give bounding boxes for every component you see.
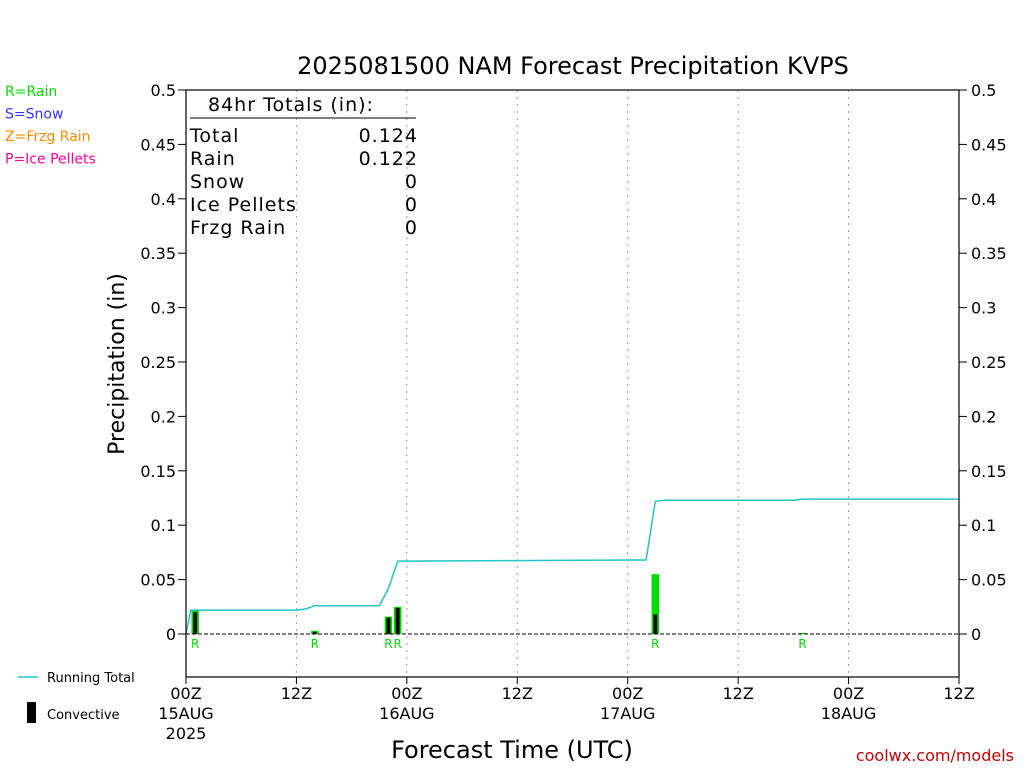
convective-bar: [653, 614, 658, 634]
x-tick-label: 12Z: [281, 684, 312, 703]
chart-title: 2025081500 NAM Forecast Precipitation KV…: [297, 52, 849, 80]
convective-bar: [193, 612, 198, 634]
precip-bar: [651, 574, 660, 634]
y-tick-label-right: 0.15: [971, 462, 1007, 481]
y-tick-label-right: 0.5: [971, 81, 996, 100]
totals-row-value: 0: [405, 217, 418, 239]
y-tick-label-right: 0.2: [971, 407, 996, 426]
totals-row-value: 0: [405, 194, 418, 216]
precip-type-legend-item: S=Snow: [5, 107, 63, 123]
y-tick-label-right: 0.35: [971, 244, 1007, 263]
x-tick-label: 12Z: [502, 684, 533, 703]
y-tick-label-left: 0.45: [140, 135, 176, 154]
totals-row-label: Frzg Rain: [190, 217, 286, 239]
totals-row-label: Total: [189, 125, 239, 147]
grid-lines: [295, 90, 850, 677]
y-tick-label-left: 0.5: [151, 81, 176, 100]
totals-row-label: Rain: [190, 148, 236, 170]
totals-row-label: Ice Pellets: [190, 194, 297, 216]
x-tick-label: 12Z: [722, 684, 753, 703]
x-tick-label: 00Z: [833, 684, 864, 703]
credit-text: coolwx.com/models: [856, 746, 1014, 765]
y-tick-label-left: 0.2: [151, 407, 176, 426]
running-total-legend-label: Running Total: [47, 671, 135, 686]
y-tick-label-left: 0.15: [140, 462, 176, 481]
y-tick-label-right: 0.05: [971, 571, 1007, 590]
precip-type-legend-item: R=Rain: [5, 84, 57, 100]
y-tick-label-left: 0: [166, 625, 176, 644]
x-tick-label: 00Z: [391, 684, 422, 703]
precip-type-label: R: [651, 637, 659, 651]
y-tick-label-left: 0.4: [151, 190, 176, 209]
y-tick-label-left: 0.1: [151, 516, 176, 535]
y-tick-label-right: 0.4: [971, 190, 996, 209]
totals-row-value: 0.122: [359, 148, 418, 170]
x-axis-label: Forecast Time (UTC): [391, 736, 633, 764]
x-tick-year: 2025: [166, 724, 207, 743]
y-tick-label-right: 0.1: [971, 516, 996, 535]
precip-type-legend: R=Rain S=Snow Z=Frzg Rain P=Ice Pellets: [5, 84, 96, 168]
y-tick-label-left: 0.35: [140, 244, 176, 263]
precip-type-label: R: [393, 637, 401, 651]
precip-type-label: R: [798, 637, 806, 651]
totals-header: 84hr Totals (in):: [208, 94, 374, 116]
precip-type-label: R: [191, 637, 199, 651]
precip-type-label: R: [384, 637, 392, 651]
convective-bar: [312, 631, 317, 634]
x-tick-date: 16AUG: [379, 704, 434, 723]
totals-row-value: 0.124: [359, 125, 418, 147]
y-tick-label-left: 0.25: [140, 353, 176, 372]
totals-box: 84hr Totals (in): Total 0.124 Rain 0.122 Snow…: [189, 94, 418, 239]
totals-row-value: 0: [405, 171, 418, 193]
y-tick-label-left: 0.05: [140, 571, 176, 590]
y-axis-label: Precipitation (in): [105, 273, 130, 455]
x-tick-date: 15AUG: [158, 704, 213, 723]
precip-type-legend-item: P=Ice Pellets: [5, 152, 96, 168]
y-tick-label-right: 0.25: [971, 353, 1007, 372]
precip-type-legend-item: Z=Frzg Rain: [5, 129, 91, 145]
y-tick-label-right: 0.3: [971, 299, 996, 318]
running-total-line: [185, 498, 959, 635]
x-tick-label: 12Z: [943, 684, 974, 703]
plot-frame: [185, 89, 960, 678]
convective-legend-label: Convective: [47, 708, 120, 723]
x-tick-date: 18AUG: [821, 704, 876, 723]
x-tick-label: 00Z: [170, 684, 201, 703]
series-legend: Running Total Convective: [18, 671, 135, 723]
convective-swatch: [27, 702, 36, 723]
x-tick-date: 17AUG: [600, 704, 655, 723]
precip-bar: [798, 632, 807, 634]
x-tick-label: 00Z: [612, 684, 643, 703]
y-tick-label-right: 0: [971, 625, 981, 644]
convective-bar: [386, 617, 391, 634]
y-tick-label-right: 0.45: [971, 135, 1007, 154]
convective-bar: [395, 607, 400, 634]
y-axis-ticks: 0 00.05 0.050.1 0.10.15 0.150.2 0.20.25 0.250.…: [140, 81, 1006, 644]
precip-type-label: R: [311, 637, 319, 651]
y-tick-label-left: 0.3: [151, 299, 176, 318]
totals-row-label: Snow: [190, 171, 245, 193]
precip-bars: [191, 574, 807, 634]
